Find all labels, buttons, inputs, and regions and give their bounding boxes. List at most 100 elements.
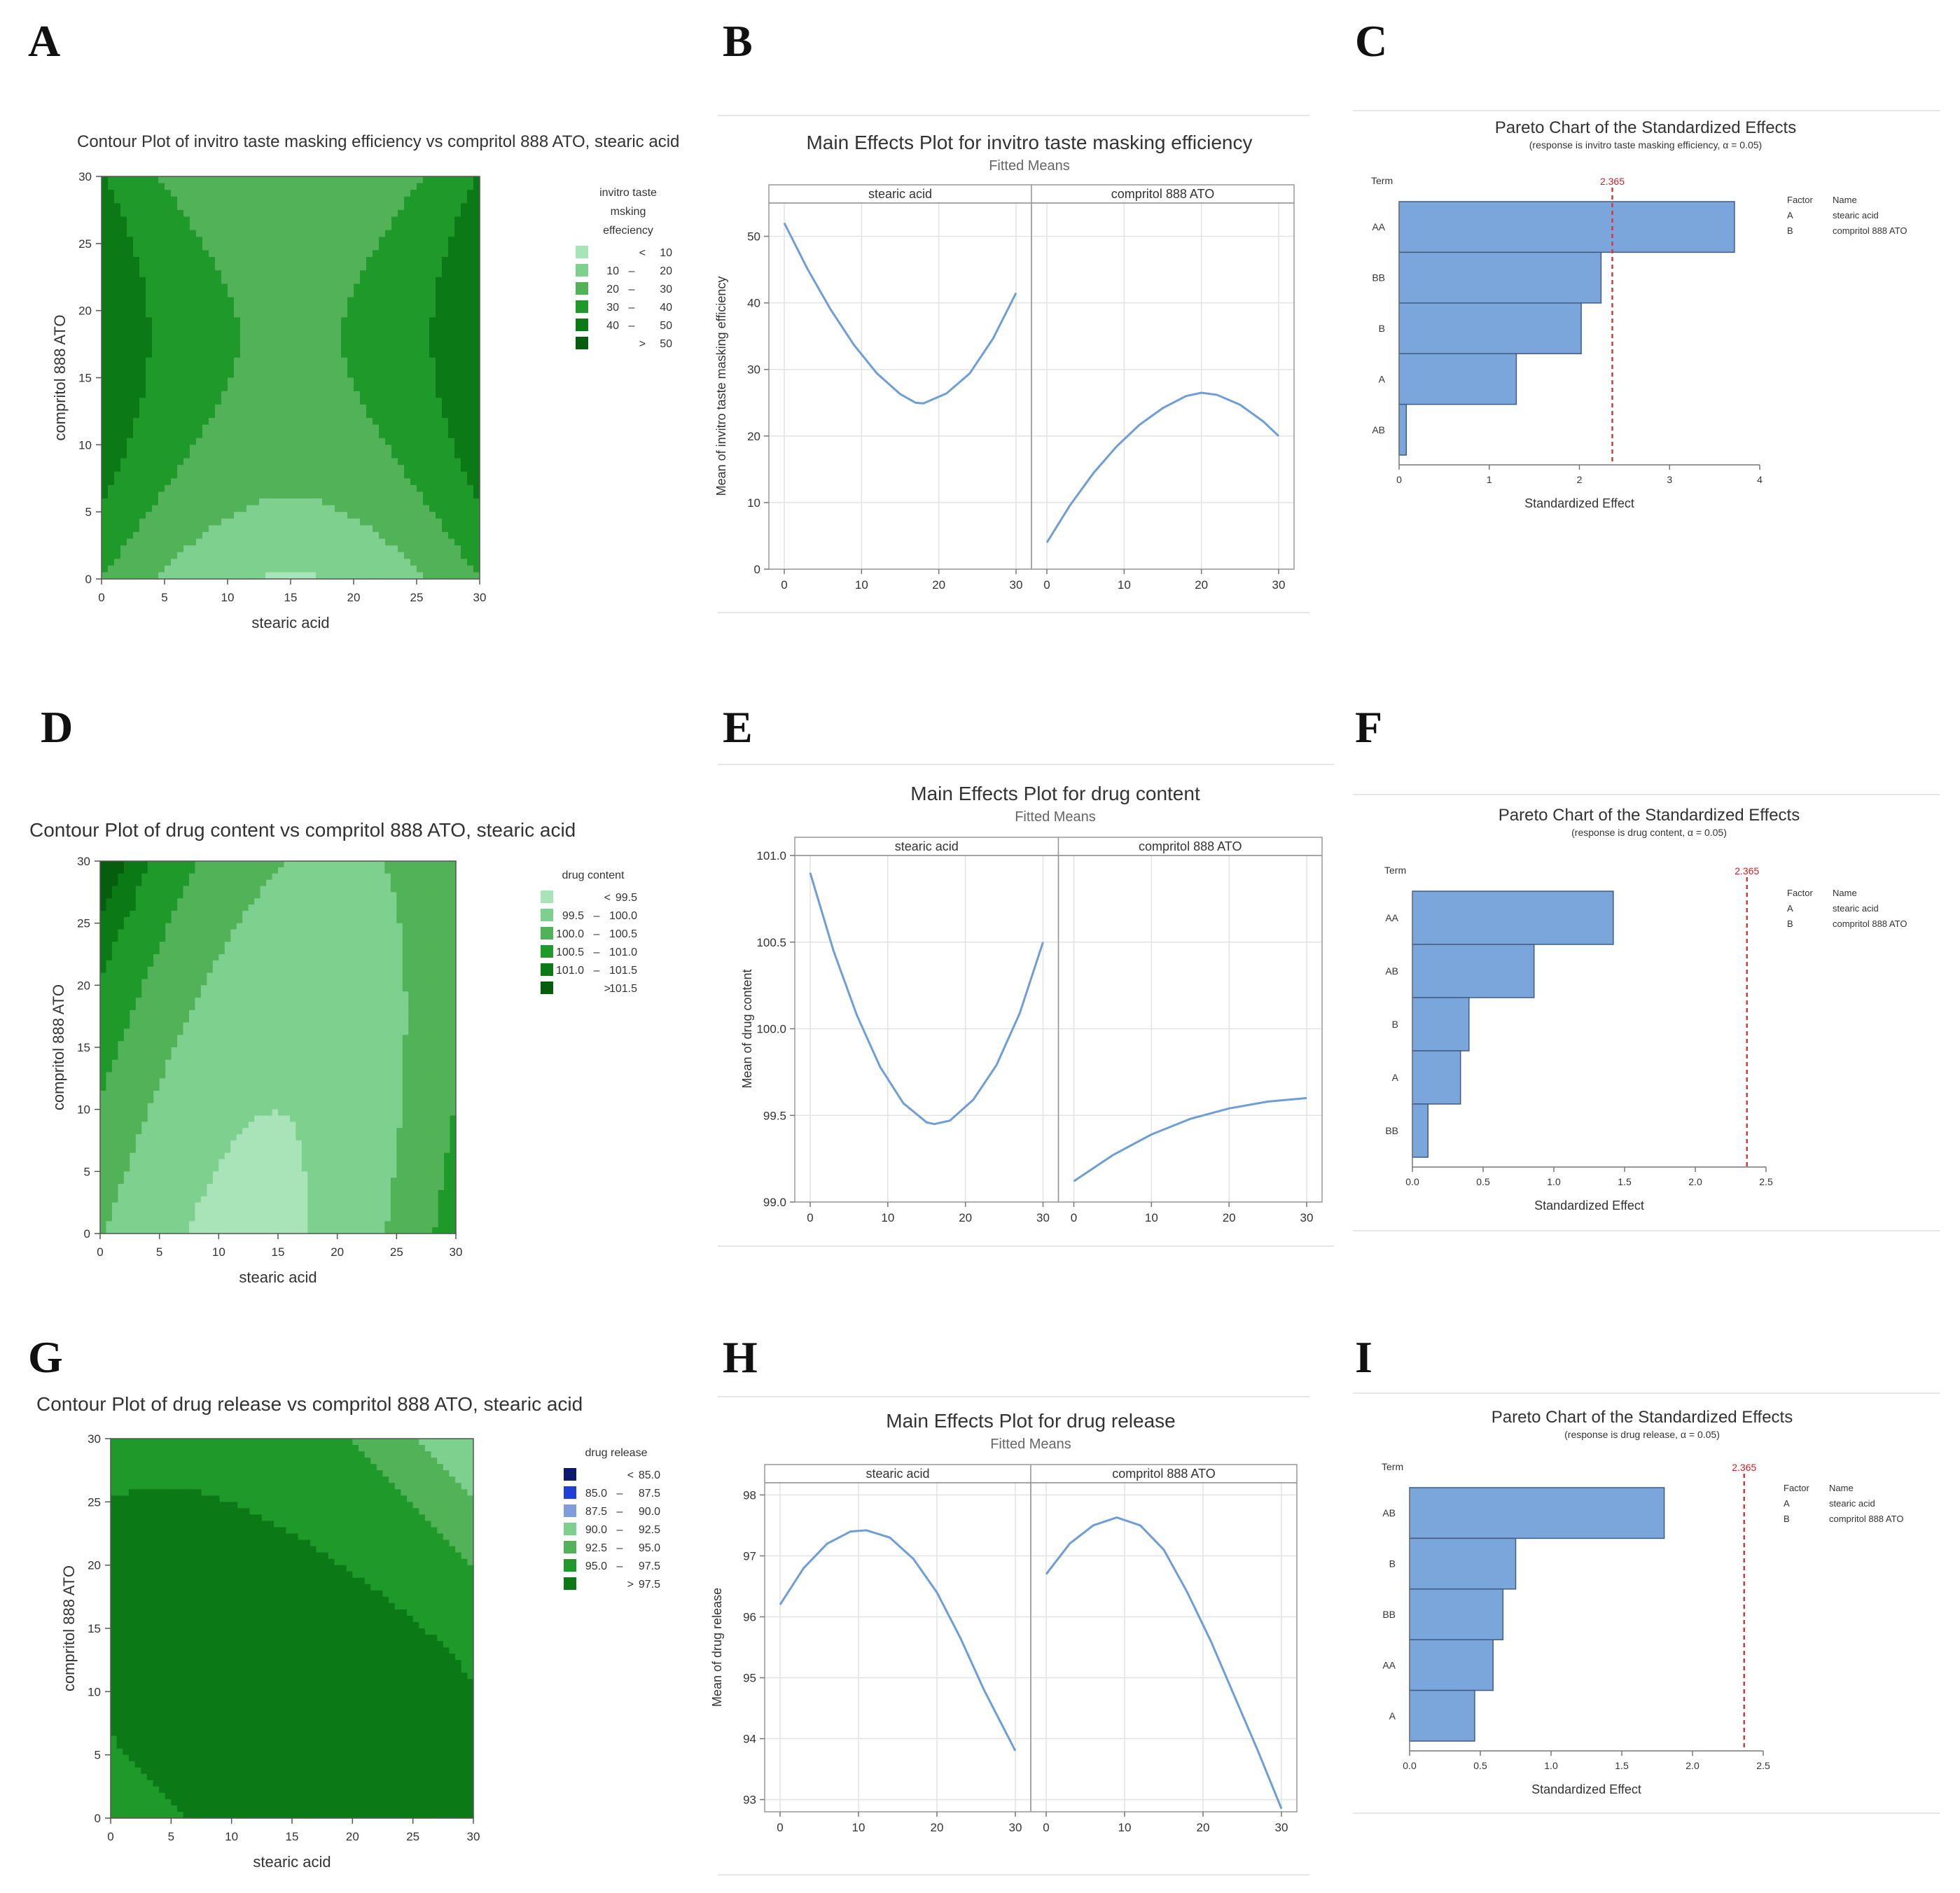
contour-cell bbox=[360, 230, 367, 237]
contour-cell bbox=[234, 344, 241, 351]
contour-cell bbox=[200, 1010, 207, 1017]
contour-cell bbox=[177, 257, 184, 265]
contour-cell bbox=[310, 518, 317, 526]
contour-cell bbox=[310, 424, 317, 432]
contour-cell bbox=[347, 237, 354, 244]
contour-cell bbox=[246, 317, 253, 325]
contour-cell bbox=[360, 323, 367, 332]
contour-cell bbox=[246, 357, 253, 365]
contour-cell bbox=[224, 861, 231, 868]
contour-cell bbox=[366, 491, 373, 499]
contour-cell bbox=[190, 478, 197, 486]
contour-cell bbox=[212, 1091, 219, 1098]
contour-cell bbox=[328, 384, 335, 392]
contour-cell bbox=[259, 323, 266, 332]
contour-cell bbox=[448, 337, 455, 345]
contour-cell bbox=[123, 1159, 130, 1166]
contour-cell bbox=[373, 484, 380, 493]
contour-cell bbox=[347, 277, 354, 284]
contour-cell bbox=[322, 518, 329, 526]
contour-cell bbox=[189, 954, 196, 961]
contour-cell bbox=[379, 257, 386, 265]
contour-cell bbox=[322, 270, 329, 278]
contour-cell bbox=[106, 1227, 113, 1234]
contour-cell bbox=[454, 304, 461, 312]
contour-cell bbox=[171, 203, 178, 211]
contour-cell bbox=[146, 565, 153, 573]
contour-cell bbox=[196, 250, 203, 258]
contour-cell bbox=[171, 1171, 178, 1178]
contour-cell bbox=[347, 284, 354, 291]
contour-cell bbox=[234, 250, 241, 258]
contour-cell bbox=[373, 196, 380, 204]
contour-cell bbox=[303, 391, 310, 398]
contour-cell bbox=[423, 263, 430, 271]
contour-cell bbox=[228, 317, 235, 325]
contour-cell bbox=[100, 904, 107, 911]
contour-cell bbox=[442, 263, 449, 271]
contour-cell bbox=[171, 237, 178, 244]
contour-cell bbox=[171, 1059, 178, 1067]
contour-cell bbox=[473, 391, 480, 398]
contour-cell bbox=[417, 377, 424, 385]
contour-cell bbox=[316, 183, 323, 190]
contour-cell bbox=[171, 424, 178, 432]
contour-cell bbox=[467, 209, 474, 218]
contour-cell bbox=[133, 351, 140, 358]
contour-cell bbox=[183, 1178, 190, 1185]
contour-cell bbox=[108, 310, 115, 318]
contour-cell bbox=[391, 223, 398, 231]
contour-cell bbox=[278, 471, 285, 479]
contour-cell bbox=[106, 979, 113, 986]
contour-cell bbox=[404, 277, 411, 284]
contour-cell bbox=[209, 243, 216, 251]
contour-cell bbox=[417, 323, 424, 332]
contour-cell bbox=[177, 445, 184, 452]
contour-cell bbox=[467, 471, 474, 479]
contour-cell bbox=[171, 1072, 178, 1079]
contour-cell bbox=[153, 1122, 160, 1129]
contour-cell bbox=[284, 398, 291, 405]
contour-cell bbox=[114, 384, 121, 392]
contour-cell bbox=[100, 948, 107, 955]
contour-cell bbox=[328, 297, 335, 305]
contour-cell bbox=[146, 404, 153, 412]
contour-cell bbox=[130, 1109, 137, 1117]
contour-cell bbox=[111, 1208, 118, 1215]
contour-cell bbox=[106, 1171, 113, 1178]
contour-cell bbox=[328, 310, 335, 318]
contour-cell bbox=[234, 364, 241, 372]
contour-cell bbox=[310, 484, 317, 493]
contour-cell bbox=[224, 898, 231, 905]
contour-cell bbox=[259, 458, 266, 466]
contour-cell bbox=[165, 337, 172, 345]
contour-cell bbox=[106, 1059, 113, 1067]
contour-cell bbox=[221, 304, 228, 312]
contour-cell bbox=[404, 237, 411, 244]
contour-cell bbox=[118, 935, 125, 942]
contour-cell bbox=[207, 1109, 214, 1117]
contour-cell bbox=[272, 237, 279, 244]
contour-cell bbox=[398, 498, 405, 506]
contour-cell bbox=[234, 438, 241, 445]
contour-cell bbox=[177, 954, 184, 961]
contour-cell bbox=[207, 1196, 214, 1203]
contour-cell bbox=[100, 1140, 107, 1147]
contour-cell bbox=[297, 411, 304, 419]
contour-cell bbox=[436, 223, 443, 231]
contour-cell bbox=[224, 985, 231, 992]
legend-dash: – bbox=[629, 265, 635, 277]
contour-cell bbox=[436, 445, 443, 452]
contour-cell bbox=[171, 1047, 178, 1054]
contour-cell bbox=[215, 176, 222, 184]
contour-cell bbox=[347, 471, 354, 479]
contour-cell bbox=[215, 538, 222, 546]
contour-cell bbox=[141, 1159, 148, 1166]
contour-cell bbox=[278, 451, 285, 459]
contour-cell bbox=[171, 1041, 178, 1048]
contour-cell bbox=[165, 351, 172, 358]
contour-cell bbox=[130, 1041, 137, 1048]
contour-cell bbox=[114, 209, 121, 218]
contour-cell bbox=[253, 572, 260, 580]
contour-cell bbox=[177, 1109, 184, 1117]
